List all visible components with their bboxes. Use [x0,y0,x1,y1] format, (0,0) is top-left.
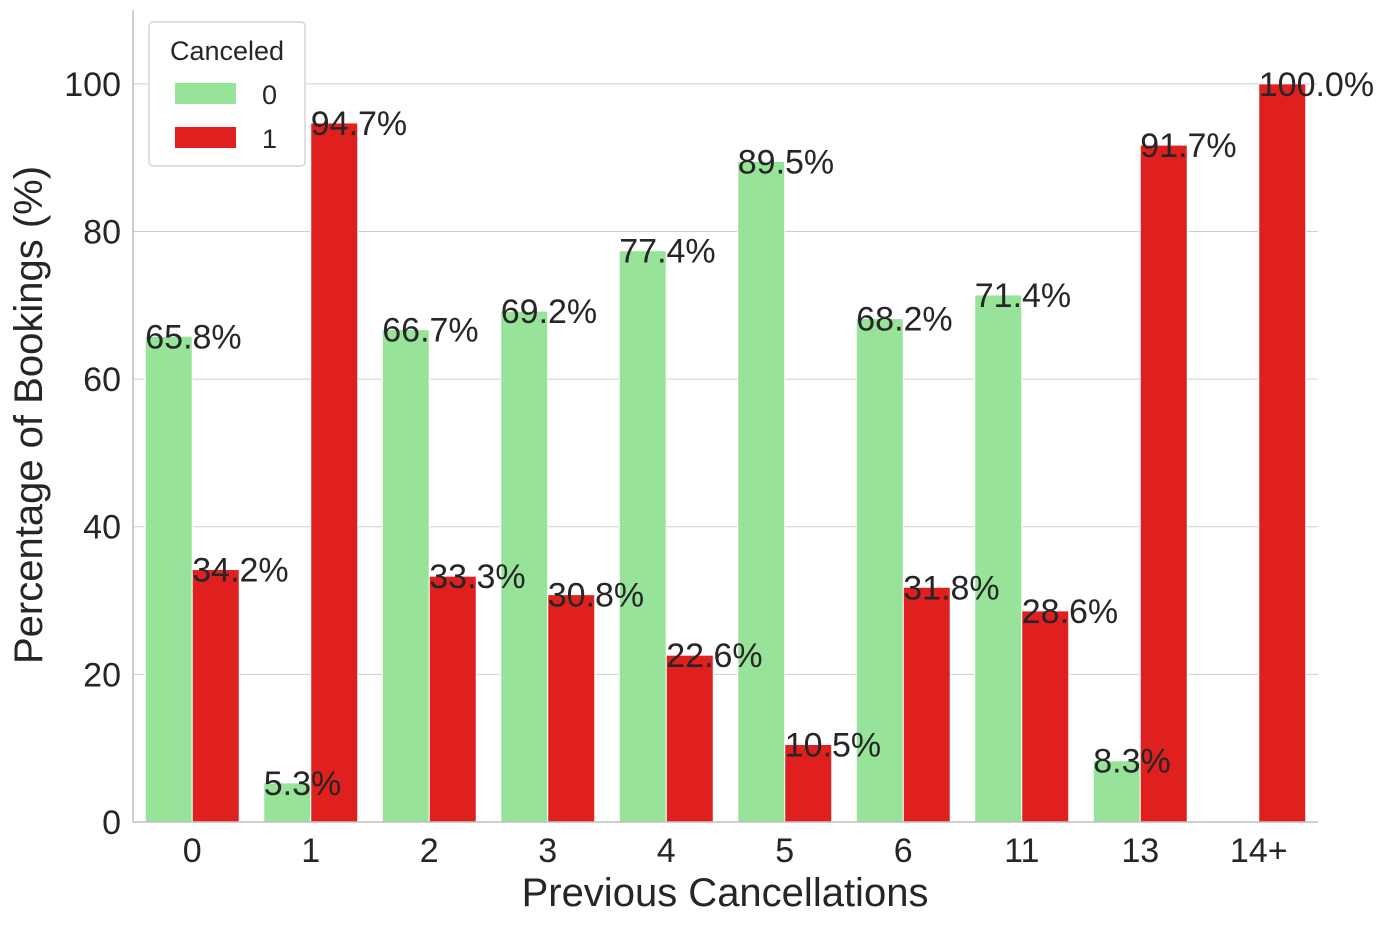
data-label: 100.0% [1259,66,1374,104]
x-tick-label: 2 [420,832,439,870]
y-tick-label: 0 [102,804,121,842]
bar-series-1-11 [1021,610,1070,823]
bar-series-1-5 [784,743,833,823]
x-tick-label: 5 [775,832,794,870]
x-tick-label: 4 [657,832,676,870]
axes: 0 20 40 60 80 100 0 1 2 3 4 5 6 11 13 14+ [64,10,1318,870]
bar-series-0-6 [855,318,904,823]
bar-series-1-4 [665,654,714,823]
bar-series-1-1 [310,122,359,823]
data-label: 8.3% [1093,743,1171,781]
x-tick-label: 14+ [1230,832,1288,870]
bar-series-1-2 [428,575,477,823]
y-axis-title: Percentage of Bookings (%) [7,166,51,664]
data-label: 10.5% [785,726,881,764]
data-label: 22.6% [666,637,762,675]
x-tick-label: 13 [1121,832,1159,870]
data-label: 33.3% [429,558,525,596]
x-axis-title: Previous Cancellations [522,871,929,915]
y-tick-label: 40 [83,509,121,547]
y-tick-label: 80 [83,213,121,251]
bar-series-0-3 [500,310,549,823]
data-label: 31.8% [903,569,999,607]
bar-series-0-4 [618,250,667,823]
legend-label-0: 0 [262,80,277,110]
data-label: 77.4% [619,233,715,271]
data-label: 89.5% [738,143,834,181]
data-label: 30.8% [548,577,644,615]
bar-series-1-0 [191,569,240,823]
x-tick-label: 3 [538,832,557,870]
bar-series-1-3 [547,594,596,823]
data-label: 69.2% [501,293,597,331]
data-label: 91.7% [1140,127,1236,165]
y-tick-label: 100 [64,66,121,104]
data-label: 71.4% [975,277,1071,315]
legend-swatch-0 [175,83,236,104]
bar-series-0-5 [737,160,786,823]
data-label: 5.3% [264,765,342,803]
data-label: 68.2% [856,301,952,339]
bar-series-1-14+ [1258,83,1307,823]
legend-swatch-1 [175,127,236,148]
x-tick-label: 0 [183,832,202,870]
y-tick-label: 20 [83,656,121,694]
data-label: 28.6% [1022,593,1118,631]
data-label: 66.7% [382,312,478,350]
data-label: 34.2% [192,552,288,590]
bar-series-0-0 [144,335,193,823]
x-tick-label: 11 [1004,832,1039,870]
legend: Canceled 0 1 [148,21,306,167]
bar-series-1-13 [1139,144,1188,823]
data-labels: 65.8% 5.3% 66.7% 69.2% 77.4% 89.5% 68.2% 71.4% 8… [145,66,1374,803]
data-label: 65.8% [145,318,241,356]
x-tick-label: 1 [301,832,320,870]
bar-series-0-11 [974,294,1023,823]
bar-series-1-6 [902,586,951,823]
legend-label-1: 1 [262,124,277,154]
bar-series-0-13 [1092,760,1141,823]
x-tick-label: 6 [894,832,913,870]
bar-series-0-2 [381,329,430,823]
legend-title: Canceled [170,36,284,66]
data-label: 94.7% [311,105,407,143]
bars [144,83,1307,823]
y-tick-label: 60 [83,361,121,399]
